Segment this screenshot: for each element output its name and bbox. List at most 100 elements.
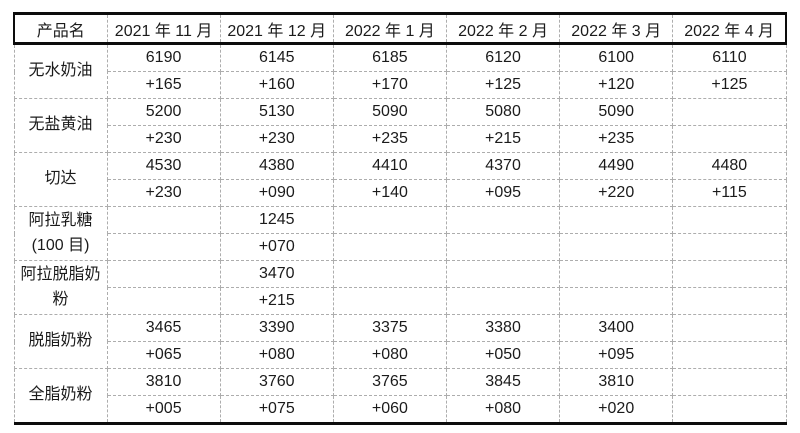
change-cell: +215 — [219, 287, 334, 315]
change-cell — [559, 233, 674, 261]
change-cell — [106, 287, 221, 315]
price-cell: 3765 — [332, 368, 447, 396]
price-cell: 3380 — [445, 314, 561, 342]
price-cell: 4380 — [219, 152, 334, 180]
change-cell — [559, 287, 674, 315]
price-cell: 3465 — [106, 314, 221, 342]
change-cell: +065 — [106, 341, 221, 369]
price-cell — [106, 206, 221, 234]
change-cell: +050 — [445, 341, 561, 369]
price-cell — [445, 260, 561, 288]
change-row: +065 +080 +080 +050 +095 — [14, 341, 787, 369]
price-cell: 3760 — [219, 368, 334, 396]
change-cell — [445, 287, 561, 315]
price-cell: 4490 — [559, 152, 674, 180]
price-cell: 4410 — [332, 152, 447, 180]
change-cell: +160 — [219, 71, 334, 99]
change-cell: +005 — [106, 395, 221, 425]
price-cell: 3810 — [559, 368, 674, 396]
price-cell: 3390 — [219, 314, 334, 342]
change-row: +165 +160 +170 +125 +120 +125 — [14, 71, 787, 99]
price-cell: 5130 — [219, 98, 334, 126]
price-cell — [559, 206, 674, 234]
price-cell: 5090 — [559, 98, 674, 126]
change-cell: +115 — [672, 179, 787, 207]
change-cell: +125 — [445, 71, 561, 99]
price-cell: 4480 — [672, 152, 787, 180]
change-cell: +090 — [219, 179, 334, 207]
change-cell: +080 — [332, 341, 447, 369]
change-cell: +080 — [219, 341, 334, 369]
price-row: 阿拉乳糖 (100 目) 1245 — [13, 206, 787, 261]
change-cell: +095 — [445, 179, 561, 207]
change-row: +215 — [14, 287, 787, 315]
change-cell: +140 — [332, 179, 447, 207]
change-cell: +230 — [106, 125, 221, 153]
product-name-cell: 全脂奶粉 — [13, 368, 108, 424]
change-cell — [332, 233, 447, 261]
product-price-table: 产品名 2021 年 11 月 2021 年 12 月 2022 年 1 月 2022 … — [13, 12, 788, 425]
price-cell — [672, 260, 787, 288]
price-cell: 1245 — [219, 206, 334, 234]
change-cell: +165 — [106, 71, 221, 99]
change-cell: +230 — [106, 179, 221, 207]
product-name-cell: 阿拉乳糖 (100 目) — [13, 206, 108, 261]
price-row: 阿拉脱脂奶 粉 3470 — [13, 260, 787, 315]
change-cell: +125 — [672, 71, 787, 99]
change-cell — [672, 395, 787, 425]
change-row: +005 +075 +060 +080 +020 — [14, 395, 787, 425]
month-column-header: 2022 年 2 月 — [445, 12, 561, 45]
table-header-row: 产品名 2021 年 11 月 2021 年 12 月 2022 年 1 月 2022 … — [13, 12, 788, 45]
price-row: 无水奶油 6190 6145 6185 6120 6100 6110 — [13, 43, 787, 99]
change-cell: +075 — [219, 395, 334, 425]
month-column-header: 2022 年 3 月 — [559, 12, 674, 45]
price-cell — [332, 260, 447, 288]
change-cell — [672, 341, 787, 369]
change-cell: +230 — [219, 125, 334, 153]
price-cell — [672, 314, 787, 342]
price-cell: 3810 — [106, 368, 221, 396]
price-cell: 3400 — [559, 314, 674, 342]
change-row: +070 — [14, 233, 787, 261]
change-cell — [332, 287, 447, 315]
month-column-header: 2022 年 4 月 — [672, 12, 788, 45]
change-row: +230 +230 +235 +215 +235 — [14, 125, 787, 153]
price-cell: 3470 — [219, 260, 334, 288]
price-cell — [559, 260, 674, 288]
change-cell: +215 — [445, 125, 561, 153]
month-column-header: 2022 年 1 月 — [332, 12, 447, 45]
change-cell: +020 — [559, 395, 674, 425]
change-cell: +235 — [332, 125, 447, 153]
change-cell: +070 — [219, 233, 334, 261]
change-cell: +220 — [559, 179, 674, 207]
price-cell: 3375 — [332, 314, 447, 342]
change-cell — [445, 233, 561, 261]
product-name-cell: 无盐黄油 — [13, 98, 108, 153]
price-cell: 5200 — [106, 98, 221, 126]
price-cell: 6100 — [559, 43, 674, 72]
price-cell: 5080 — [445, 98, 561, 126]
product-name-cell: 切达 — [13, 152, 108, 207]
price-cell: 6110 — [672, 43, 787, 72]
price-cell: 4530 — [106, 152, 221, 180]
price-cell — [672, 206, 787, 234]
price-cell — [445, 206, 561, 234]
change-cell: +120 — [559, 71, 674, 99]
product-name-cell: 阿拉脱脂奶 粉 — [13, 260, 108, 315]
change-cell: +235 — [559, 125, 674, 153]
product-name-cell: 无水奶油 — [13, 43, 108, 99]
price-cell: 5090 — [332, 98, 447, 126]
price-row: 切达 4530 4380 4410 4370 4490 4480 — [13, 152, 787, 207]
price-row: 无盐黄油 5200 5130 5090 5080 5090 — [13, 98, 787, 153]
change-cell: +060 — [332, 395, 447, 425]
change-cell: +080 — [445, 395, 561, 425]
month-column-header: 2021 年 11 月 — [106, 12, 221, 45]
change-cell — [672, 233, 787, 261]
product-name-cell: 脱脂奶粉 — [13, 314, 108, 369]
price-cell: 6120 — [445, 43, 561, 72]
price-cell — [332, 206, 447, 234]
change-cell — [672, 287, 787, 315]
product-name-column-header: 产品名 — [13, 12, 108, 45]
price-cell — [672, 368, 787, 396]
